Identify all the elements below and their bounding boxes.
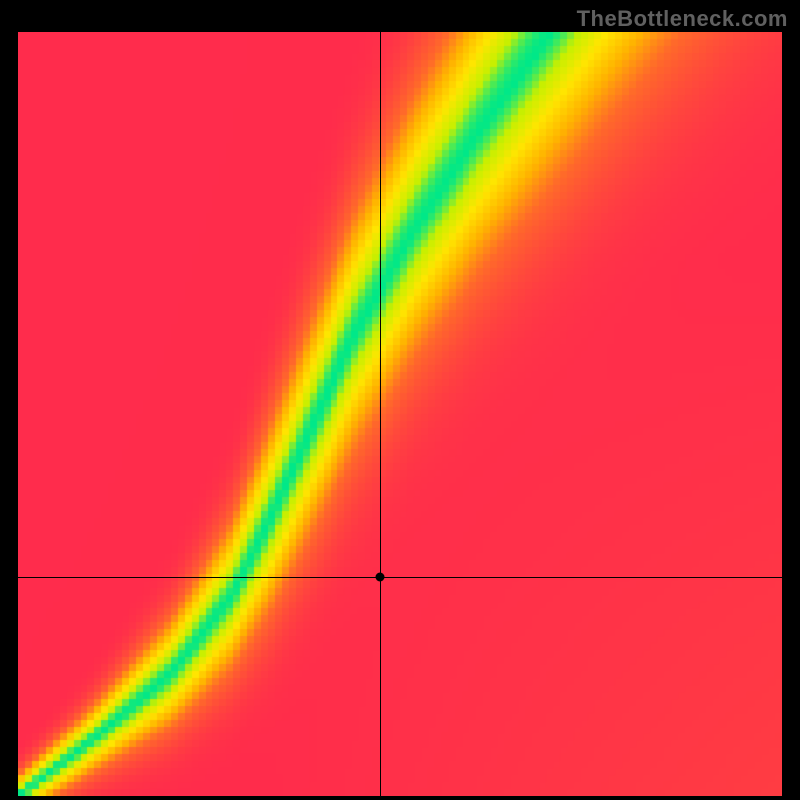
heatmap-canvas [18,32,782,796]
crosshair-point[interactable] [376,572,385,581]
crosshair-horizontal [18,577,782,578]
crosshair-vertical [380,32,381,796]
watermark-text: TheBottleneck.com [577,6,788,32]
heatmap-plot [18,32,782,796]
